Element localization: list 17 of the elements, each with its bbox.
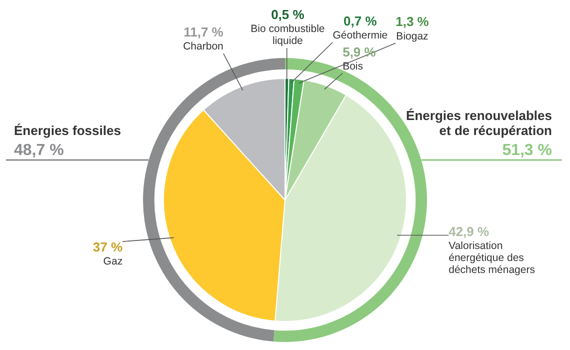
- data-label: 51,3 %: [502, 142, 552, 159]
- data-label: 42,9 %: [448, 224, 490, 240]
- slice-label: Gaz: [103, 256, 123, 268]
- slice-label: Valorisation énergétique des déchets ménagers: [448, 240, 535, 276]
- data-label: 0,7 %: [344, 13, 378, 28]
- slice-label: Énergies renouvelables et de récupération: [406, 108, 552, 138]
- slice-label: Charbon: [183, 40, 224, 53]
- data-label: 0,5 %: [271, 7, 305, 22]
- slice-label: Biogaz: [396, 30, 428, 42]
- data-label: 1,3 %: [396, 14, 430, 30]
- data-label: 11,7 %: [184, 24, 224, 40]
- data-label: 37 %: [92, 240, 124, 255]
- slice-label: Bois: [342, 60, 364, 72]
- data-label: 48,7 %: [14, 142, 64, 159]
- slice-label: Énergies fossiles: [14, 123, 121, 138]
- slice-label: Bio combustible liquide: [250, 23, 325, 48]
- slice-label: Géothermie: [332, 29, 388, 42]
